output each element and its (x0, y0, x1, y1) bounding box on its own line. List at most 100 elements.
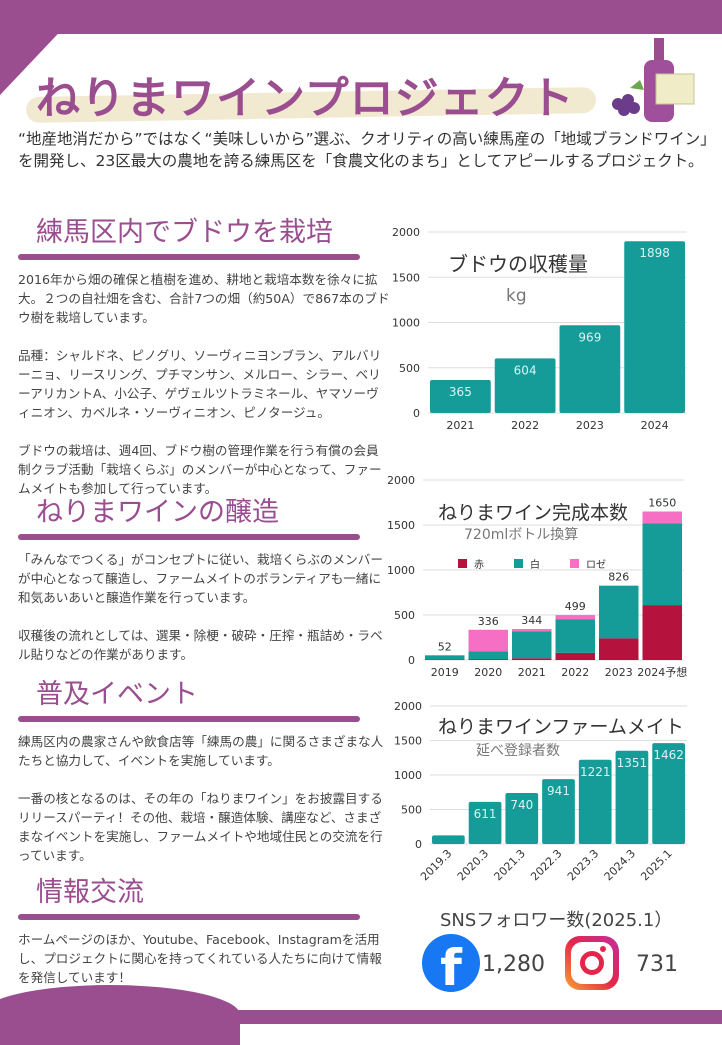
section-brewing: ねりまワインの醸造 「みんなでつくる」がコンセプトに従い、栽培くらぶのメンバーが… (18, 494, 390, 683)
bar-segment-白 (469, 651, 509, 659)
y-tick-label: 1000 (392, 317, 420, 330)
legend-swatch (514, 559, 523, 568)
data-label: 499 (565, 600, 586, 613)
x-tick-label: 2025.1 (638, 847, 674, 883)
y-tick-label: 2000 (394, 700, 422, 713)
harvest-chart: 0 500 1000 1500 2000 365 2021 604 2022 969 2023 189… (388, 222, 708, 437)
x-tick-label: 2024.3 (602, 847, 638, 883)
paragraph: 品種：シャルドネ、ピノグリ、ソーヴィニヨンブラン、アルバリーニョ、リースリング、… (18, 346, 390, 422)
bar-segment-赤 (512, 658, 552, 660)
paragraph: 収穫後の流れとしては、選果・除梗・破砕・圧搾・瓶詰め・ラベル貼りなどの作業があり… (18, 626, 390, 664)
bar-segment-白 (643, 523, 683, 605)
data-label: 1351 (617, 756, 648, 770)
data-label: 826 (608, 571, 629, 584)
bar (432, 835, 465, 844)
x-tick-label: 2022.3 (528, 847, 564, 883)
paragraph: 練馬区内の農家さんや飲食店等「練馬の農」に関るさまざまな人たちと協力して、イベン… (18, 732, 390, 770)
heading-underline (18, 534, 360, 540)
bar-segment-白 (425, 655, 465, 659)
y-tick-label: 1000 (388, 564, 415, 577)
legend-swatch (570, 559, 579, 568)
y-tick-label: 2000 (388, 474, 415, 487)
top-band (0, 0, 722, 34)
instagram-icon[interactable] (565, 936, 619, 990)
x-tick-label: 2024予想 (637, 665, 687, 679)
paragraph: ブドウの栽培は、週4回、ブドウ樹の管理作業を行う有償の会員制クラブ活動「栽培くら… (18, 441, 390, 498)
section-heading: 練馬区内でブドウを栽培 (18, 214, 390, 252)
bar-segment-白 (599, 586, 639, 639)
chart-subtitle: 720mlボトル換算 (464, 524, 578, 544)
section-heading: 情報交流 (18, 874, 390, 912)
x-tick-label: 2021.3 (491, 847, 527, 883)
bar-segment-白 (556, 620, 596, 653)
bar-segment-白 (512, 631, 552, 658)
paragraph: 一番の核となるのは、その年の「ねりまワイン」をお披露目するリリースパーティ！その… (18, 789, 390, 865)
data-label: 52 (438, 640, 452, 653)
data-label: 941 (547, 784, 570, 798)
legend-label: ロゼ (586, 559, 606, 571)
data-label: 611 (474, 807, 497, 821)
data-label: 604 (514, 363, 537, 377)
x-tick-label: 2023.3 (565, 847, 601, 883)
wine-bottle-logo (604, 36, 704, 126)
x-tick-label: 2022 (511, 419, 539, 432)
facebook-count: 1,280 (482, 952, 545, 977)
bar-segment-赤 (643, 605, 683, 660)
paragraph: 「みんなでつくる」がコンセプトに従い、栽培くらぶのメンバーが中心となって醸造し、… (18, 550, 390, 607)
data-label: 969 (578, 330, 601, 344)
y-tick-label: 500 (399, 362, 420, 375)
x-tick-label: 2021 (446, 419, 474, 432)
legend-label: 赤 (474, 559, 484, 571)
bar-segment-赤 (599, 638, 639, 660)
x-tick-label: 2019 (431, 666, 459, 679)
bar-segment-ロゼ (556, 615, 596, 619)
section-heading: ねりまワインの醸造 (18, 494, 390, 532)
x-tick-label: 2023 (576, 419, 604, 432)
y-tick-label: 0 (415, 838, 422, 851)
y-tick-label: 500 (401, 804, 422, 817)
y-tick-label: 500 (394, 609, 415, 622)
legend-swatch (458, 559, 467, 568)
intro-text: “地産地消だから”ではなく“美味しいから”選ぶ、クオリティの高い練馬産の「地域ブ… (18, 128, 708, 172)
x-tick-label: 2019.3 (418, 847, 454, 883)
data-label: 365 (449, 385, 472, 399)
y-tick-label: 0 (413, 407, 420, 420)
paragraph: ホームページのほか、Youtube、Facebook、Instagramを活用し… (18, 930, 390, 987)
bar-segment-ロゼ (512, 629, 552, 631)
y-tick-label: 1500 (394, 735, 422, 748)
section-heading: 普及イベント (18, 676, 390, 714)
x-tick-label: 2020.3 (455, 847, 491, 883)
x-tick-label: 2021 (518, 666, 546, 679)
data-label: 1462 (653, 748, 684, 762)
data-label: 1221 (580, 765, 611, 779)
facebook-icon[interactable]: f (422, 934, 480, 992)
page-title: ねりまワインプロジェクト (36, 62, 575, 126)
y-tick-label: 2000 (392, 226, 420, 239)
y-tick-label: 1500 (388, 519, 415, 532)
y-tick-label: 1000 (394, 769, 422, 782)
data-label: 740 (510, 798, 533, 812)
data-label: 1898 (639, 246, 670, 260)
bar-segment-赤 (469, 659, 509, 660)
data-label: 344 (521, 614, 542, 627)
y-tick-label: 1500 (392, 271, 420, 284)
x-tick-label: 2020 (474, 666, 502, 679)
paragraph: 2016年から畑の確保と植樹を進め、耕地と栽培本数を徐々に拡大。２つの自社畑を含… (18, 270, 390, 327)
data-label: 1650 (648, 497, 676, 510)
footer-band (0, 1010, 722, 1024)
x-tick-label: 2022 (561, 666, 589, 679)
heading-underline (18, 914, 360, 920)
legend-label: 白 (530, 558, 540, 571)
heading-underline (18, 716, 360, 722)
bar-segment-ロゼ (469, 630, 509, 652)
chart-title: ねりまワイン完成本数 (438, 498, 628, 525)
chart-title: ブドウの収穫量 (448, 248, 588, 277)
bar (624, 241, 685, 413)
section-events: 普及イベント 練馬区内の農家さんや飲食店等「練馬の農」に関るさまざまな人たちと協… (18, 676, 390, 884)
heading-underline (18, 254, 360, 260)
chart-title: ねりまワインファームメイト (438, 712, 684, 739)
x-tick-label: 2023 (605, 666, 633, 679)
chart-subtitle: kg (506, 286, 527, 306)
x-tick-label: 2024 (641, 419, 669, 432)
